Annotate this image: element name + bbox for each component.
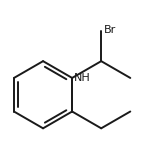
Text: Br: Br [104,25,116,35]
Text: NH: NH [74,73,91,83]
